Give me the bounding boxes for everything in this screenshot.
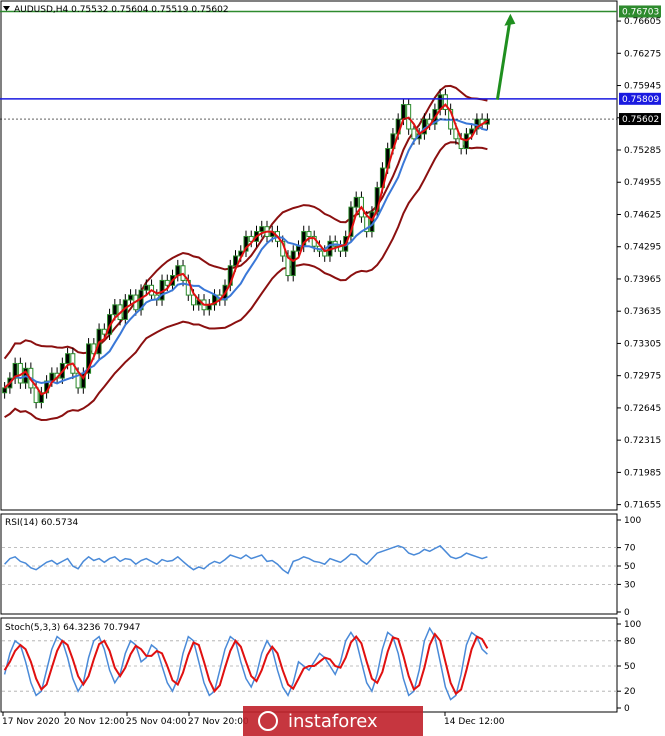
price-tick-label: 0.72645 <box>624 404 661 414</box>
candle <box>364 216 370 233</box>
rsi-tick-label: 0 <box>624 608 630 618</box>
candle <box>164 279 170 286</box>
price-level-box <box>619 5 661 18</box>
candle <box>290 250 296 277</box>
price-tick-label: 0.74625 <box>624 210 661 220</box>
price-axis: 0.766050.762750.759450.756150.752850.749… <box>617 17 661 511</box>
ma-slow <box>3 118 488 389</box>
price-level-label: 0.75602 <box>622 115 659 125</box>
candle <box>191 294 197 306</box>
candle <box>112 304 118 316</box>
watermark-text: instaforex <box>288 711 378 732</box>
bollinger-upper <box>3 84 488 360</box>
time-tick-label: 14 Dec 12:00 <box>444 717 505 727</box>
price-tick-label: 0.71985 <box>624 468 661 478</box>
candle <box>128 294 134 301</box>
candle <box>453 128 459 140</box>
candle <box>400 104 406 120</box>
price-tick-label: 0.73965 <box>624 275 661 285</box>
candle <box>248 235 254 242</box>
stoch-d-line <box>3 632 489 696</box>
price-tick-label: 0.76605 <box>624 17 661 27</box>
price-tick-label: 0.76275 <box>624 49 661 59</box>
price-levels: 0.76703 0.75809 0.75602 <box>0 5 661 126</box>
candle <box>75 372 81 389</box>
price-tick-label: 0.73635 <box>624 307 661 317</box>
rsi-title: RSI(14) 60.5734 <box>5 518 78 528</box>
price-tick-label: 0.74955 <box>624 178 661 188</box>
rsi-tick-label: 70 <box>624 544 636 554</box>
rsi-tick-label: 50 <box>624 562 636 572</box>
price-level-label: 0.75809 <box>622 95 659 105</box>
candle <box>243 235 249 252</box>
price-tick-label: 0.75285 <box>624 146 661 156</box>
time-tick-label: 27 Nov 20:00 <box>188 717 249 727</box>
watermark-bg <box>243 706 423 736</box>
price-level-box <box>619 113 661 126</box>
price-chart-title: AUDUSD,H4 0.75532 0.75604 0.75519 0.7560… <box>14 5 229 15</box>
price-tick-label: 0.71655 <box>624 501 661 511</box>
candle <box>442 94 448 110</box>
target-arrow-head <box>504 13 516 26</box>
stoch-tick-label: 100 <box>624 620 641 630</box>
rsi-panel-frame <box>0 513 618 615</box>
candle <box>233 255 239 267</box>
candle <box>12 362 18 379</box>
candle <box>411 128 417 140</box>
stoch-tick-label: 20 <box>624 687 636 697</box>
collapse-arrow-icon[interactable] <box>3 6 10 11</box>
price-tick-label: 0.75945 <box>624 82 661 92</box>
price-tick-label: 0.74295 <box>624 243 661 253</box>
rsi-plot: 100 70 50 30 0 <box>2 516 641 618</box>
stoch-plot: 100 80 50 20 0 <box>2 620 641 714</box>
time-tick-label: 20 Nov 12:00 <box>64 717 125 727</box>
candle <box>65 353 71 364</box>
price-tick-label: 0.72315 <box>624 436 661 446</box>
candle <box>306 231 312 237</box>
price-level-box <box>619 92 661 105</box>
price-level-label: 0.76703 <box>622 7 659 17</box>
watermark-logo-icon <box>258 711 278 731</box>
time-axis: 17 Nov 2020 20 Nov 12:00 25 Nov 04:00 27 No… <box>2 712 505 727</box>
bollinger-lower <box>4 141 488 422</box>
time-tick-label: 17 Nov 2020 <box>2 717 60 727</box>
stoch-tick-label: 50 <box>624 662 636 672</box>
candle <box>86 343 92 374</box>
time-tick-label: 25 Nov 04:00 <box>126 717 187 727</box>
stoch-tick-label: 0 <box>624 704 630 714</box>
rsi-line <box>4 544 488 575</box>
price-tick-label: 0.73305 <box>624 339 661 349</box>
candle <box>143 284 149 291</box>
stoch-title: Stoch(5,3,3) 64.3236 70.7947 <box>5 623 140 633</box>
stoch-tick-label: 80 <box>624 637 636 647</box>
stoch-k-line <box>3 626 488 701</box>
candle <box>295 245 301 252</box>
ma-fast <box>3 103 488 396</box>
candle <box>2 387 8 394</box>
target-arrow <box>495 23 511 100</box>
rsi-tick-label: 30 <box>624 580 636 590</box>
candle <box>353 196 359 208</box>
rsi-tick-label: 100 <box>624 516 641 526</box>
candle <box>259 226 265 233</box>
price-panel-frame <box>0 0 618 511</box>
price-tick-label: 0.72975 <box>624 372 661 382</box>
price-plot <box>2 84 490 422</box>
